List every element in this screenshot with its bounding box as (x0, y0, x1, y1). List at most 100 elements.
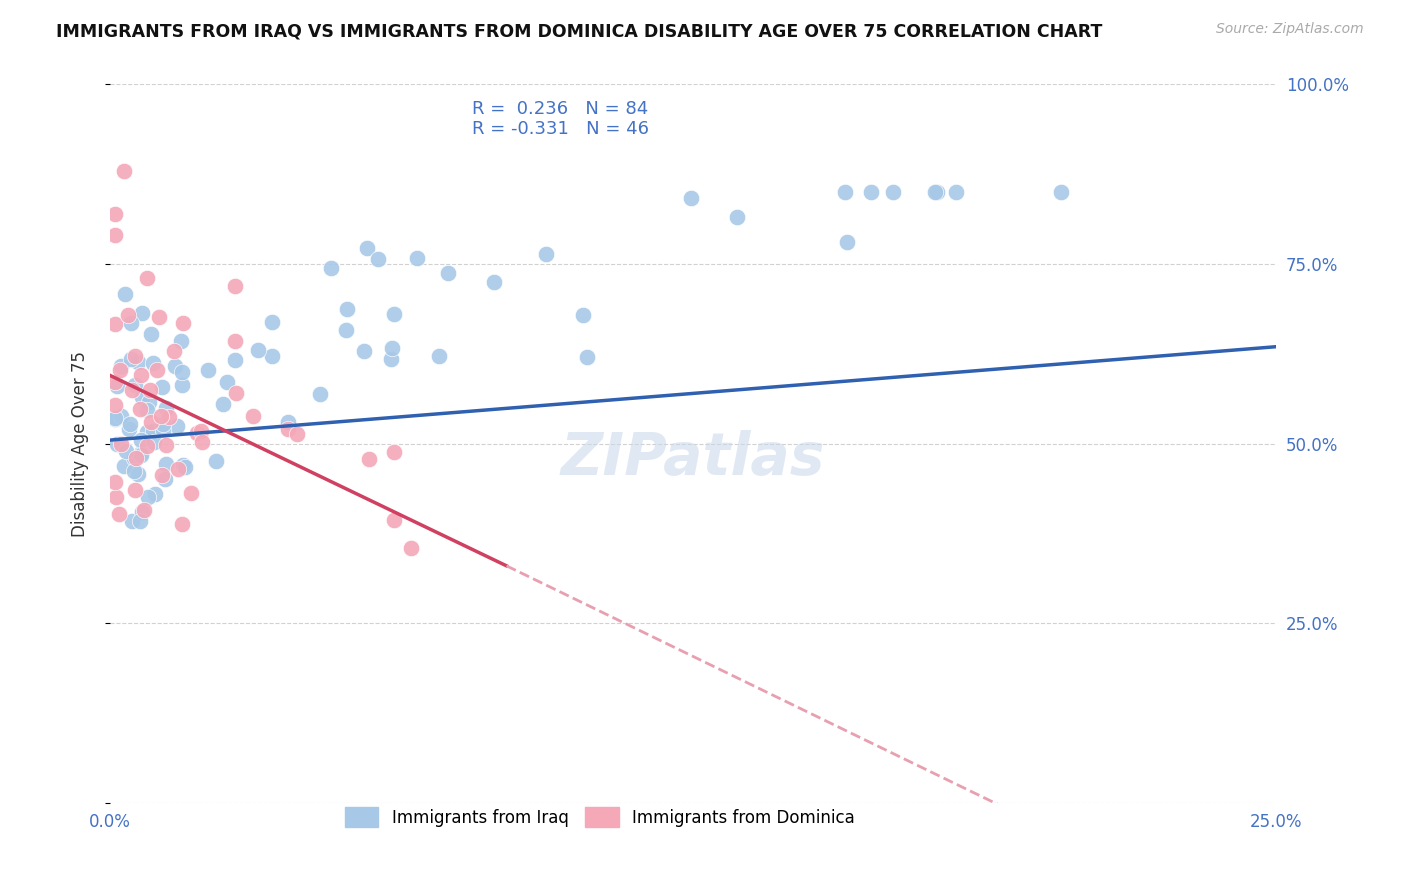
Point (135, 439, 157, 453)
Point (180, 486, 202, 500)
Point (155, 401, 177, 415)
Point (105, 490, 128, 504)
Legend: Immigrants from Iraq, Immigrants from Dominica: Immigrants from Iraq, Immigrants from Do… (339, 800, 862, 834)
Point (260, 315, 283, 329)
Y-axis label: Disability Age Over 75: Disability Age Over 75 (72, 351, 89, 537)
Point (141, 425, 163, 439)
Point (131, 306, 153, 320)
Point (572, 308, 595, 322)
Point (205, 454, 228, 468)
Point (1050, 185, 1073, 199)
Point (115, 444, 138, 458)
Point (399, 541, 422, 556)
Point (150, 380, 173, 394)
Point (882, 185, 904, 199)
Point (224, 278, 246, 293)
Point (139, 415, 162, 429)
Point (681, 191, 703, 205)
Point (104, 317, 127, 331)
Point (122, 450, 145, 465)
Point (143, 435, 166, 450)
Point (285, 427, 308, 442)
Point (125, 451, 148, 466)
Text: R = -0.331   N = 46: R = -0.331 N = 46 (471, 120, 648, 138)
Point (129, 433, 152, 447)
Point (117, 308, 139, 322)
Point (427, 349, 450, 363)
Point (321, 261, 343, 276)
Point (534, 247, 557, 261)
Point (139, 383, 162, 397)
Point (335, 323, 357, 337)
Point (190, 424, 212, 438)
Point (104, 398, 127, 412)
Point (382, 445, 405, 459)
Point (166, 419, 188, 434)
Point (353, 344, 375, 359)
Point (110, 359, 132, 374)
Point (155, 438, 177, 452)
Point (149, 409, 172, 424)
Point (157, 409, 180, 424)
Point (860, 185, 883, 199)
Point (191, 434, 214, 449)
Point (835, 235, 858, 250)
Point (120, 316, 142, 330)
Point (153, 472, 176, 486)
Point (104, 475, 127, 490)
Point (124, 377, 146, 392)
Point (129, 449, 152, 463)
Point (309, 387, 332, 401)
Point (150, 467, 173, 482)
Point (170, 365, 193, 379)
Point (215, 375, 238, 389)
Point (105, 379, 128, 393)
Point (134, 503, 156, 517)
Point (367, 252, 389, 266)
Point (482, 275, 505, 289)
Point (129, 368, 152, 383)
Point (382, 513, 405, 527)
Point (138, 394, 160, 409)
Point (127, 354, 149, 368)
Point (118, 417, 141, 431)
Point (197, 363, 219, 377)
Point (148, 310, 170, 325)
Point (136, 403, 159, 417)
Point (104, 411, 127, 425)
Point (104, 227, 127, 242)
Point (152, 423, 174, 437)
Point (122, 464, 145, 478)
Point (437, 266, 460, 280)
Point (105, 436, 128, 450)
Point (356, 242, 378, 256)
Point (129, 514, 152, 528)
Point (152, 417, 174, 432)
Point (357, 452, 380, 467)
Point (118, 422, 141, 436)
Point (834, 185, 856, 199)
Text: Source: ZipAtlas.com: Source: ZipAtlas.com (1216, 22, 1364, 37)
Point (129, 402, 152, 417)
Point (124, 349, 146, 363)
Point (406, 251, 429, 265)
Point (112, 163, 135, 178)
Point (924, 185, 946, 199)
Point (114, 286, 136, 301)
Point (927, 185, 949, 199)
Point (104, 412, 127, 426)
Point (108, 507, 131, 521)
Point (945, 185, 967, 199)
Point (174, 459, 197, 474)
Point (170, 334, 193, 349)
Point (382, 307, 405, 321)
Point (143, 487, 166, 501)
Point (141, 355, 163, 369)
Point (121, 383, 143, 397)
Point (131, 505, 153, 519)
Point (163, 344, 186, 359)
Point (575, 350, 598, 364)
Point (129, 446, 152, 460)
Point (136, 271, 159, 285)
Point (381, 342, 404, 356)
